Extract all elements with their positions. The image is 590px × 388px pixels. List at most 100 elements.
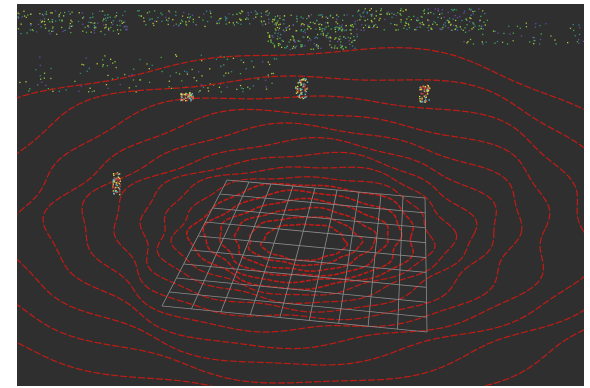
pedestrian-point	[297, 85, 299, 88]
building-point	[115, 66, 117, 69]
building-point	[128, 87, 130, 89]
building-point	[455, 9, 457, 11]
pedestrian-point	[117, 173, 120, 176]
building-point	[203, 13, 205, 15]
building-point	[63, 15, 65, 17]
building-point	[112, 62, 114, 64]
pedestrian-point	[296, 89, 298, 91]
building-point	[295, 30, 297, 32]
building-point	[239, 73, 242, 75]
building-point	[317, 33, 319, 36]
building-point	[55, 20, 57, 22]
building-point	[512, 32, 514, 34]
building-point	[44, 24, 46, 26]
building-point	[277, 15, 279, 17]
grid-line	[161, 179, 228, 307]
building-point	[332, 17, 334, 19]
building-point	[375, 10, 377, 12]
building-point	[151, 18, 153, 20]
building-point	[441, 12, 443, 15]
scan-ring	[17, 95, 584, 366]
building-point	[368, 26, 370, 28]
building-point	[364, 8, 366, 10]
building-point	[284, 30, 286, 33]
building-point	[273, 58, 276, 60]
building-point	[161, 20, 163, 22]
building-point	[254, 10, 256, 12]
pedestrian-point	[187, 94, 189, 96]
building-point	[380, 9, 382, 12]
building-point	[284, 47, 286, 49]
building-point	[242, 88, 244, 90]
pedestrian-point	[424, 101, 426, 103]
pedestrian-point	[420, 86, 423, 89]
building-point	[509, 33, 511, 35]
building-point	[37, 23, 40, 25]
pedestrian-point	[299, 79, 301, 81]
building-point	[539, 24, 541, 27]
building-point	[225, 17, 227, 20]
building-point	[375, 15, 377, 17]
building-point	[171, 87, 173, 89]
building-point	[293, 47, 295, 49]
building-point	[50, 77, 52, 80]
building-point	[315, 44, 317, 47]
building-point	[247, 14, 250, 16]
point-cloud-scene[interactable]	[17, 4, 584, 386]
pedestrian-point	[119, 185, 121, 187]
building-point	[181, 15, 184, 17]
building-point	[192, 18, 194, 21]
building-point	[43, 18, 46, 20]
building-point	[492, 30, 495, 32]
pedestrian-point	[115, 173, 117, 175]
pedestrian-point-clusters	[112, 78, 431, 196]
building-point	[324, 29, 326, 31]
building-point	[378, 19, 380, 21]
grid-line	[220, 183, 272, 312]
building-point	[191, 68, 193, 71]
building-point	[269, 36, 271, 38]
building-point	[354, 23, 356, 25]
building-point	[299, 40, 301, 42]
building-point	[366, 11, 368, 13]
building-point	[226, 17, 228, 19]
building-point	[391, 12, 393, 14]
pedestrian-point	[181, 99, 183, 101]
scan-ring	[81, 122, 523, 333]
building-point	[317, 45, 319, 47]
building-point	[356, 36, 358, 38]
building-point	[262, 61, 264, 63]
building-point	[276, 22, 278, 24]
building-point	[471, 28, 473, 30]
building-point	[337, 40, 339, 43]
pedestrian-point	[300, 81, 303, 84]
building-point	[195, 24, 197, 26]
building-point	[417, 19, 420, 21]
building-point	[124, 21, 126, 23]
building-point	[107, 74, 109, 77]
building-point	[172, 19, 174, 21]
building-point	[247, 86, 249, 88]
building-point	[232, 57, 235, 59]
building-point	[104, 55, 106, 57]
point-cloud-viewport[interactable]	[17, 4, 584, 386]
building-point	[291, 47, 294, 50]
building-point	[466, 42, 468, 44]
pedestrian-point	[186, 94, 188, 96]
building-point	[434, 8, 436, 10]
building-point	[364, 24, 367, 26]
pedestrian-point	[181, 96, 183, 99]
building-point	[301, 44, 303, 46]
building-point	[578, 33, 581, 36]
building-point	[169, 11, 171, 14]
building-point	[247, 12, 249, 14]
pedestrian-point	[187, 95, 190, 97]
pedestrian-point	[188, 93, 191, 95]
building-point	[452, 24, 455, 26]
building-point	[188, 20, 190, 22]
building-point	[344, 29, 346, 32]
building-point	[359, 19, 361, 21]
building-point	[301, 45, 304, 47]
building-point	[369, 9, 371, 12]
building-point	[569, 27, 572, 29]
